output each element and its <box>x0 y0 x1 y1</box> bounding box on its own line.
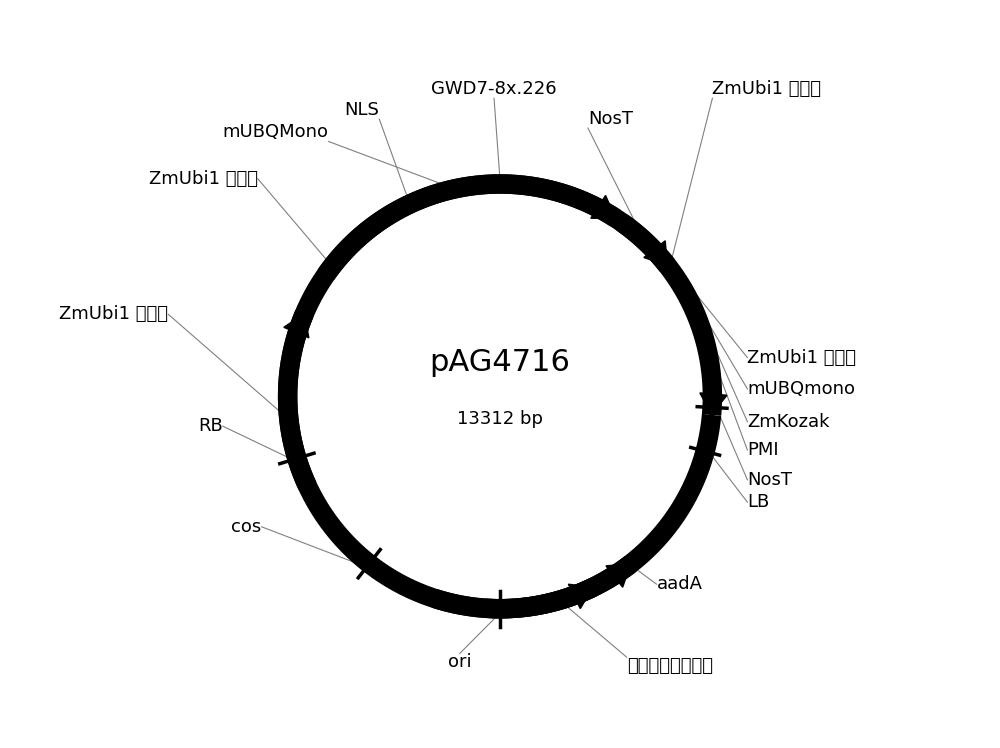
Text: ZmUbi1 内含子: ZmUbi1 内含子 <box>747 349 856 367</box>
Text: ZmUbi1 内含子: ZmUbi1 内含子 <box>149 170 258 188</box>
Text: RB: RB <box>198 417 223 435</box>
Text: NosT: NosT <box>747 470 792 489</box>
Text: aadA: aadA <box>656 575 702 593</box>
Text: mUBQMono: mUBQMono <box>223 123 329 141</box>
Text: mUBQmono: mUBQmono <box>747 380 855 398</box>
Text: LB: LB <box>747 493 770 511</box>
Text: GWD7-8x.226: GWD7-8x.226 <box>431 80 557 98</box>
Text: NLS: NLS <box>344 101 379 119</box>
Polygon shape <box>568 584 593 609</box>
Text: ZmUbi1 启动子: ZmUbi1 启动子 <box>712 80 821 98</box>
Text: ZmUbi1 启动子: ZmUbi1 启动子 <box>59 305 168 323</box>
Text: 锹球菌乙酰转移酶: 锹球菌乙酰转移酶 <box>627 657 713 675</box>
Text: NosT: NosT <box>588 110 633 128</box>
Text: 13312 bp: 13312 bp <box>457 410 543 428</box>
Polygon shape <box>700 393 727 415</box>
Polygon shape <box>606 564 631 587</box>
Polygon shape <box>644 241 667 266</box>
Text: ori: ori <box>448 654 472 672</box>
Text: cos: cos <box>231 518 262 536</box>
Polygon shape <box>284 313 309 338</box>
Text: pAG4716: pAG4716 <box>430 349 570 377</box>
Text: ZmKozak: ZmKozak <box>747 413 830 431</box>
Text: PMI: PMI <box>747 441 779 459</box>
Polygon shape <box>591 195 616 218</box>
